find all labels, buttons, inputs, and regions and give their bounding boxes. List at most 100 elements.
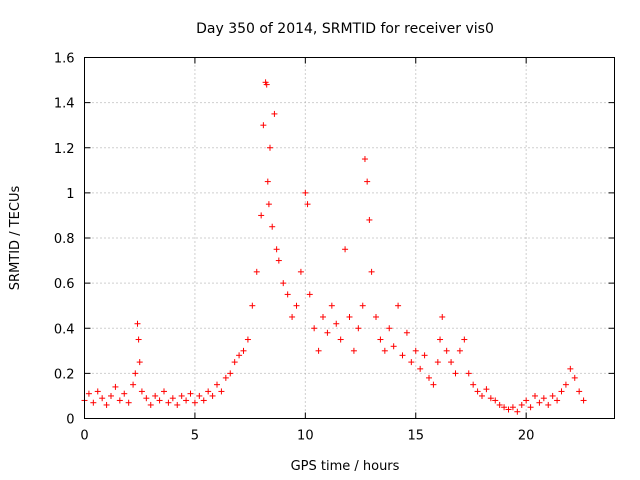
data-point — [452, 370, 459, 377]
y-tick-label: 1.4 — [54, 97, 75, 112]
data-point — [273, 246, 280, 253]
data-point — [501, 404, 508, 411]
data-point — [265, 201, 272, 208]
data-point — [209, 392, 216, 399]
data-point — [430, 381, 437, 388]
data-point — [554, 397, 561, 404]
data-point — [289, 313, 296, 320]
data-point — [236, 352, 243, 359]
data-point — [580, 397, 587, 404]
data-point — [94, 388, 101, 395]
data-point — [443, 347, 450, 354]
y-tick-label: 1.6 — [54, 52, 75, 67]
data-point — [169, 395, 176, 402]
data-point — [549, 392, 556, 399]
data-point — [205, 388, 212, 395]
data-point — [505, 406, 512, 413]
data-point — [269, 223, 276, 230]
data-point — [518, 401, 525, 408]
data-point — [218, 388, 225, 395]
data-point — [567, 365, 574, 372]
y-tick-label: 0.4 — [54, 322, 75, 337]
data-point — [138, 388, 145, 395]
data-point — [355, 325, 362, 332]
data-point — [412, 347, 419, 354]
x-tick-label: 0 — [80, 429, 88, 444]
data-point — [132, 370, 139, 377]
data-point — [311, 325, 318, 332]
data-point — [103, 401, 110, 408]
y-tick-label: 0.6 — [54, 277, 75, 292]
data-point — [244, 336, 251, 343]
data-point — [448, 359, 455, 366]
data-point — [558, 388, 565, 395]
data-point — [390, 343, 397, 350]
data-point — [527, 404, 534, 411]
data-point — [465, 370, 472, 377]
data-point — [165, 399, 172, 406]
chart-title: Day 350 of 2014, SRMTID for receiver vis… — [196, 21, 494, 37]
data-point — [112, 383, 119, 390]
data-point — [191, 399, 198, 406]
data-point — [346, 313, 353, 320]
data-point — [227, 370, 234, 377]
data-point — [368, 268, 375, 275]
data-point — [474, 388, 481, 395]
data-point — [275, 257, 282, 264]
data-point — [417, 365, 424, 372]
data-point — [337, 336, 344, 343]
data-point — [116, 397, 123, 404]
data-point — [540, 395, 547, 402]
data-point — [258, 212, 265, 219]
data-point — [395, 302, 402, 309]
data-point — [324, 329, 331, 336]
data-point — [297, 268, 304, 275]
data-point — [359, 302, 366, 309]
data-point — [264, 178, 271, 185]
x-tick-label: 15 — [407, 429, 424, 444]
data-point — [147, 401, 154, 408]
data-point — [304, 201, 311, 208]
data-point — [366, 216, 373, 223]
data-point — [108, 392, 114, 399]
data-point — [271, 110, 278, 117]
data-point — [161, 388, 167, 395]
data-point — [456, 347, 463, 354]
data-point — [178, 392, 185, 399]
data-point — [152, 392, 159, 399]
data-point — [342, 246, 349, 253]
data-point — [200, 397, 207, 404]
data-point — [183, 397, 190, 404]
data-point — [408, 359, 415, 366]
data-point — [562, 381, 569, 388]
data-point — [381, 347, 388, 354]
data-point — [333, 320, 340, 327]
x-tick-label: 20 — [518, 429, 535, 444]
data-point — [174, 401, 181, 408]
axis-ticks — [84, 57, 615, 419]
data-point — [156, 397, 163, 404]
data-point — [99, 395, 106, 402]
x-axis-label: GPS time / hours — [291, 459, 400, 474]
data-point — [514, 408, 521, 415]
y-tick-label: 1.2 — [54, 142, 75, 157]
data-point — [267, 144, 273, 151]
y-tick-label: 0 — [66, 413, 74, 428]
data-point — [196, 392, 203, 399]
data-point — [240, 347, 247, 354]
data-point — [470, 381, 477, 388]
y-axis-label: SRMTID / TECUs — [8, 186, 23, 291]
data-point — [328, 302, 335, 309]
data-point — [320, 313, 326, 320]
data-point — [130, 381, 137, 388]
data-point — [461, 336, 468, 343]
data-point — [426, 374, 432, 381]
data-point — [571, 374, 578, 381]
data-point — [483, 386, 490, 393]
data-points — [81, 79, 587, 415]
data-point — [143, 395, 150, 402]
data-point — [399, 352, 406, 359]
data-point — [403, 329, 410, 336]
data-point — [496, 401, 503, 408]
